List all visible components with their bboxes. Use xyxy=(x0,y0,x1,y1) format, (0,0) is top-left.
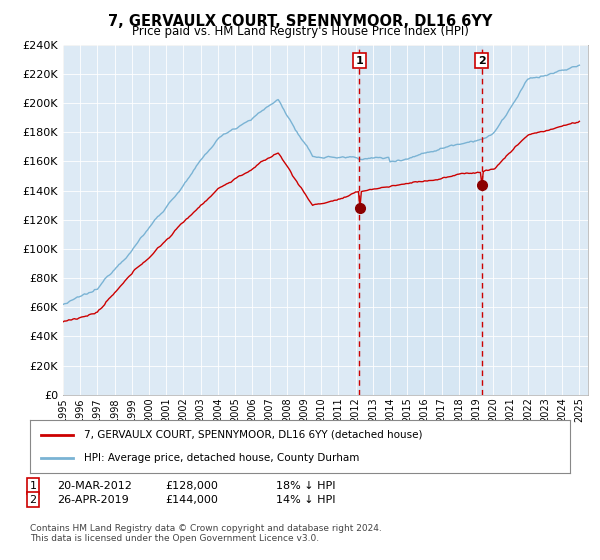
Bar xyxy=(359,45,482,395)
Text: Contains HM Land Registry data © Crown copyright and database right 2024.
This d: Contains HM Land Registry data © Crown c… xyxy=(30,524,382,543)
Text: Price paid vs. HM Land Registry's House Price Index (HPI): Price paid vs. HM Land Registry's House … xyxy=(131,25,469,38)
Text: HPI: Average price, detached house, County Durham: HPI: Average price, detached house, Coun… xyxy=(84,453,359,463)
Text: 1: 1 xyxy=(29,481,37,491)
Text: 2: 2 xyxy=(478,55,485,66)
Text: 14% ↓ HPI: 14% ↓ HPI xyxy=(276,494,335,505)
Text: 2: 2 xyxy=(29,494,37,505)
Text: 7, GERVAULX COURT, SPENNYMOOR, DL16 6YY: 7, GERVAULX COURT, SPENNYMOOR, DL16 6YY xyxy=(108,14,492,29)
Text: 18% ↓ HPI: 18% ↓ HPI xyxy=(276,481,335,491)
Text: 1: 1 xyxy=(356,55,363,66)
Text: 20-MAR-2012: 20-MAR-2012 xyxy=(57,481,132,491)
Text: 7, GERVAULX COURT, SPENNYMOOR, DL16 6YY (detached house): 7, GERVAULX COURT, SPENNYMOOR, DL16 6YY … xyxy=(84,430,422,440)
Text: £144,000: £144,000 xyxy=(165,494,218,505)
Text: £128,000: £128,000 xyxy=(165,481,218,491)
Text: 26-APR-2019: 26-APR-2019 xyxy=(57,494,129,505)
